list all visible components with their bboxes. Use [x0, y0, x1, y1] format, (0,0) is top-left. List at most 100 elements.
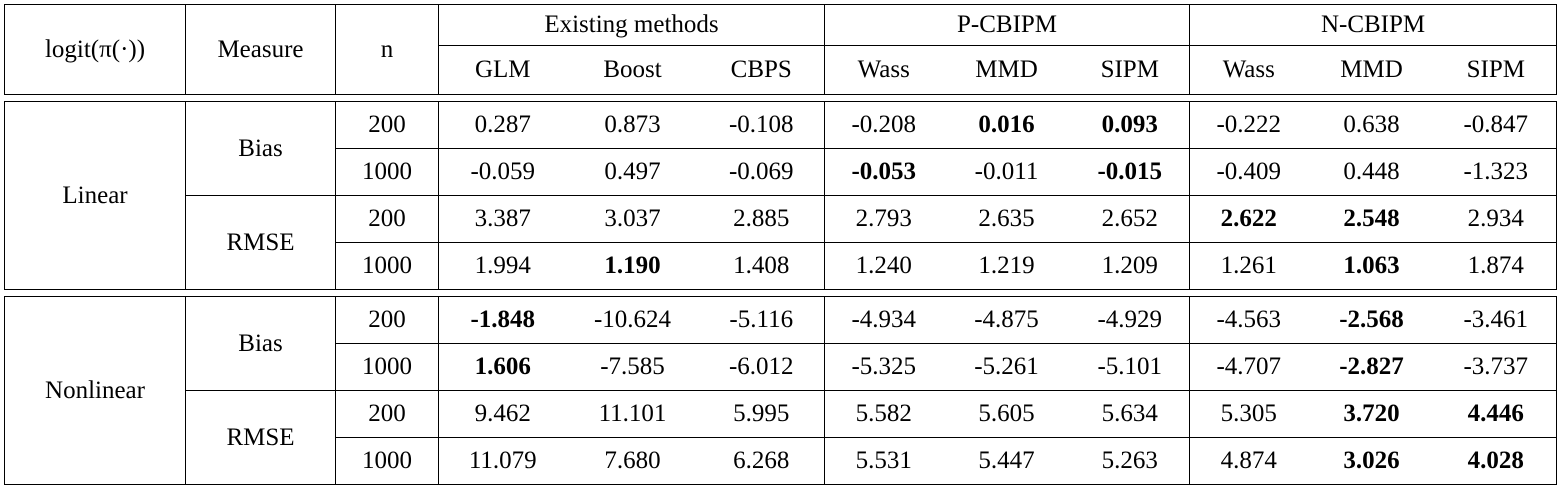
value-cell: 1.606 — [438, 343, 567, 391]
table-row: Nonlinear Bias 200 -1.848 -10.624 -5.116 -4.93… — [4, 296, 1558, 485]
value-cell: 4.874 — [1189, 437, 1308, 485]
value-cell: 5.605 — [942, 390, 1071, 438]
value-cell: -5.101 — [1070, 343, 1191, 391]
value-cell: 9.462 — [438, 390, 567, 438]
header-measure: Measure — [185, 4, 336, 95]
table-row: RMSE 200 3.387 3.037 2.885 2.793 2.635 2.652 2.6… — [5, 195, 1558, 290]
value-cell: 2.793 — [824, 195, 943, 243]
header-group-p-cbipm: P-CBIPM — [824, 4, 1191, 46]
table-row: RMSE 200 9.462 11.101 5.995 5.582 5.605 5.634 5.… — [5, 390, 1558, 485]
value-cell: -4.563 — [1189, 296, 1308, 344]
n-cell: 1000 — [335, 437, 439, 485]
value-cell: -0.011 — [942, 148, 1071, 196]
value-cell: 2.635 — [942, 195, 1071, 243]
value-cell: 4.028 — [1435, 437, 1558, 485]
table-row: 1000 -0.059 0.497 -0.069 -0.053 -0.011 -0.015-… — [5, 148, 1558, 196]
value-cell: -10.624 — [566, 296, 699, 344]
value-cell: -7.585 — [566, 343, 699, 391]
value-cell: 5.582 — [824, 390, 943, 438]
table-row: 1000 1.994 1.190 1.408 1.240 1.219 1.209 1.261 1… — [5, 242, 1558, 290]
header-method: SIPM — [1435, 45, 1558, 95]
value-cell: 2.885 — [698, 195, 825, 243]
value-cell: 2.622 — [1189, 195, 1308, 243]
value-cell: 0.287 — [438, 101, 567, 149]
header-method: MMD — [1307, 45, 1436, 95]
value-cell: 2.548 — [1307, 195, 1436, 243]
table-row: Linear Bias 200 0.287 0.873 -0.108 -0.208 0.016… — [4, 101, 1558, 290]
value-cell: 0.873 — [566, 101, 699, 149]
separator-cell — [4, 94, 1557, 102]
n-cell: 200 — [335, 296, 439, 344]
value-cell: -0.108 — [698, 101, 825, 149]
value-cell: 1.209 — [1070, 242, 1191, 290]
n-cell: 1000 — [335, 242, 439, 290]
value-cell: -6.012 — [698, 343, 825, 391]
separator-cell — [4, 289, 1557, 297]
value-cell: -1.848 — [438, 296, 567, 344]
value-cell: 1.261 — [1189, 242, 1308, 290]
value-cell: 5.263 — [1070, 437, 1191, 485]
block-separator — [4, 94, 1557, 102]
value-cell: -5.261 — [942, 343, 1071, 391]
value-cell: -4.934 — [824, 296, 943, 344]
model-label: Linear — [4, 101, 186, 290]
measure-label: RMSE — [185, 195, 336, 290]
value-cell: 4.446 — [1435, 390, 1558, 438]
value-cell: 0.448 — [1307, 148, 1436, 196]
value-cell: 1.874 — [1435, 242, 1558, 290]
value-cell: 3.720 — [1307, 390, 1436, 438]
results-table-container: logit(π(·)) Measure n Existing methods P… — [4, 4, 1558, 485]
n-cell: 1000 — [335, 343, 439, 391]
value-cell: -2.568 — [1307, 296, 1436, 344]
value-cell: -0.208 — [824, 101, 943, 149]
value-cell: -0.409 — [1189, 148, 1308, 196]
header-method: Boost — [566, 45, 699, 95]
value-cell: -3.737 — [1435, 343, 1558, 391]
value-cell: 5.634 — [1070, 390, 1191, 438]
value-cell: 3.037 — [566, 195, 699, 243]
model-label: Nonlinear — [4, 296, 186, 485]
measure-label: RMSE — [185, 390, 336, 485]
value-cell: 1.190 — [566, 242, 699, 290]
header-method: Wass — [824, 45, 943, 95]
n-cell: 200 — [335, 390, 439, 438]
header-method: GLM — [438, 45, 567, 95]
value-cell: 5.995 — [698, 390, 825, 438]
header-n: n — [335, 4, 439, 95]
value-cell: 5.447 — [942, 437, 1071, 485]
value-cell: -5.325 — [824, 343, 943, 391]
value-cell: -4.707 — [1189, 343, 1308, 391]
value-cell: 6.268 — [698, 437, 825, 485]
value-cell: -0.222 — [1189, 101, 1308, 149]
results-table: logit(π(·)) Measure n Existing methods P… — [4, 4, 1558, 485]
value-cell: -0.053 — [824, 148, 943, 196]
value-cell: 0.093 — [1070, 101, 1191, 149]
value-cell: -0.015 — [1070, 148, 1191, 196]
header-group-n-cbipm: N-CBIPM — [1189, 4, 1558, 46]
value-cell: -3.461 — [1435, 296, 1558, 344]
value-cell: -0.069 — [698, 148, 825, 196]
n-cell: 200 — [335, 101, 439, 149]
header-group-existing: Existing methods — [438, 4, 825, 46]
value-cell: 3.387 — [438, 195, 567, 243]
value-cell: -2.827 — [1307, 343, 1436, 391]
value-cell: -1.323 — [1435, 148, 1558, 196]
n-cell: 1000 — [335, 148, 439, 196]
value-cell: 0.016 — [942, 101, 1071, 149]
measure-label: Bias — [185, 296, 336, 391]
header-method: MMD — [942, 45, 1071, 95]
measure-label: Bias — [185, 101, 336, 196]
header-logit: logit(π(·)) — [4, 4, 186, 95]
block-separator — [4, 289, 1557, 297]
value-cell: 3.026 — [1307, 437, 1436, 485]
value-cell: 5.305 — [1189, 390, 1308, 438]
header-row-groups: logit(π(·)) Measure n Existing methods P… — [4, 4, 1558, 95]
value-cell: -4.875 — [942, 296, 1071, 344]
value-cell: 11.079 — [438, 437, 567, 485]
value-cell: 1.240 — [824, 242, 943, 290]
header-row-methods: GLM Boost CBPS Wass MMD SIPM Wass MMD SI… — [5, 45, 1558, 95]
value-cell: 1.063 — [1307, 242, 1436, 290]
header-method: Wass — [1189, 45, 1308, 95]
value-cell: 2.934 — [1435, 195, 1558, 243]
value-cell: 1.994 — [438, 242, 567, 290]
